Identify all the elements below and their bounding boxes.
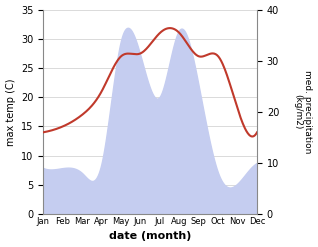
Y-axis label: med. precipitation
(kg/m2): med. precipitation (kg/m2) <box>293 70 313 154</box>
Y-axis label: max temp (C): max temp (C) <box>5 78 16 145</box>
X-axis label: date (month): date (month) <box>109 231 191 242</box>
